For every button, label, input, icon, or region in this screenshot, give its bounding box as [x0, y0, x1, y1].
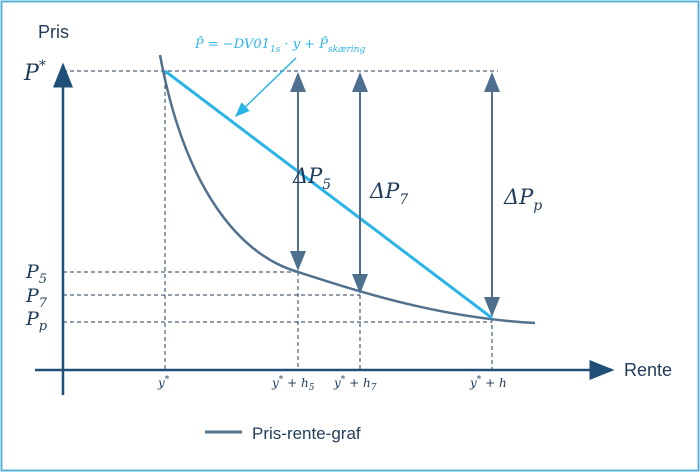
- text-part: P̂: [194, 36, 204, 52]
- y-point-label: P5: [25, 261, 47, 287]
- y-axis-label: Pris: [38, 22, 69, 42]
- x-point-label: y* + h5: [271, 375, 315, 393]
- text-part: P: [23, 61, 40, 86]
- text-part: *: [477, 375, 482, 385]
- text-part: P: [25, 285, 40, 307]
- text-part: 5: [322, 177, 331, 193]
- y-point-label: P*: [23, 58, 46, 86]
- text-part: *: [279, 375, 284, 385]
- text-part: + h: [481, 376, 506, 390]
- text-part: p: [39, 319, 48, 334]
- text-part: *: [341, 375, 346, 385]
- delta-arrows: [290, 72, 500, 317]
- text-part: ΔP: [369, 179, 400, 203]
- text-part: y: [469, 376, 477, 390]
- text-part: + h: [283, 376, 308, 390]
- text-part: ΔP: [292, 164, 323, 188]
- x-point-label: y* + h: [469, 375, 507, 390]
- text-part: *: [165, 375, 170, 385]
- formula: P̂ = −DV011s · y + P̂skæring: [194, 36, 365, 55]
- text-part: 1s: [270, 45, 281, 55]
- text-part: 7: [39, 296, 48, 311]
- tangent-line: [164, 69, 493, 320]
- text-part: · y + P̂: [280, 36, 328, 52]
- delta-label: ΔP5: [292, 164, 331, 193]
- text-part: P: [25, 261, 40, 283]
- text-part: skæring: [328, 45, 366, 55]
- text-part: p: [533, 198, 542, 214]
- text-part: *: [39, 58, 46, 74]
- text-part: ΔP: [503, 185, 534, 209]
- x-axis-label: Rente: [624, 360, 672, 380]
- delta-label: ΔP7: [369, 179, 408, 208]
- x-point-label: y* + h7: [333, 375, 377, 393]
- text-part: 5: [39, 272, 47, 287]
- dashes: [63, 70, 498, 370]
- text-part: P: [25, 308, 40, 330]
- text-part: y: [271, 376, 279, 390]
- text-part: y: [157, 376, 165, 390]
- text-part: 5: [309, 383, 315, 393]
- text-part: + h: [345, 376, 370, 390]
- formula-arrow: [234, 57, 297, 118]
- text-part: 7: [371, 383, 377, 393]
- text-part: y: [333, 376, 341, 390]
- x-point-label: y*: [157, 375, 170, 390]
- text-part: = −DV01: [204, 37, 270, 52]
- delta-label: ΔPp: [503, 185, 542, 214]
- y-point-label: Pp: [25, 308, 48, 334]
- y-point-label: P7: [25, 285, 48, 311]
- price-curve: [158, 54, 536, 325]
- text-part: 7: [399, 192, 408, 208]
- legend-label: Pris-rente-graf: [252, 424, 361, 443]
